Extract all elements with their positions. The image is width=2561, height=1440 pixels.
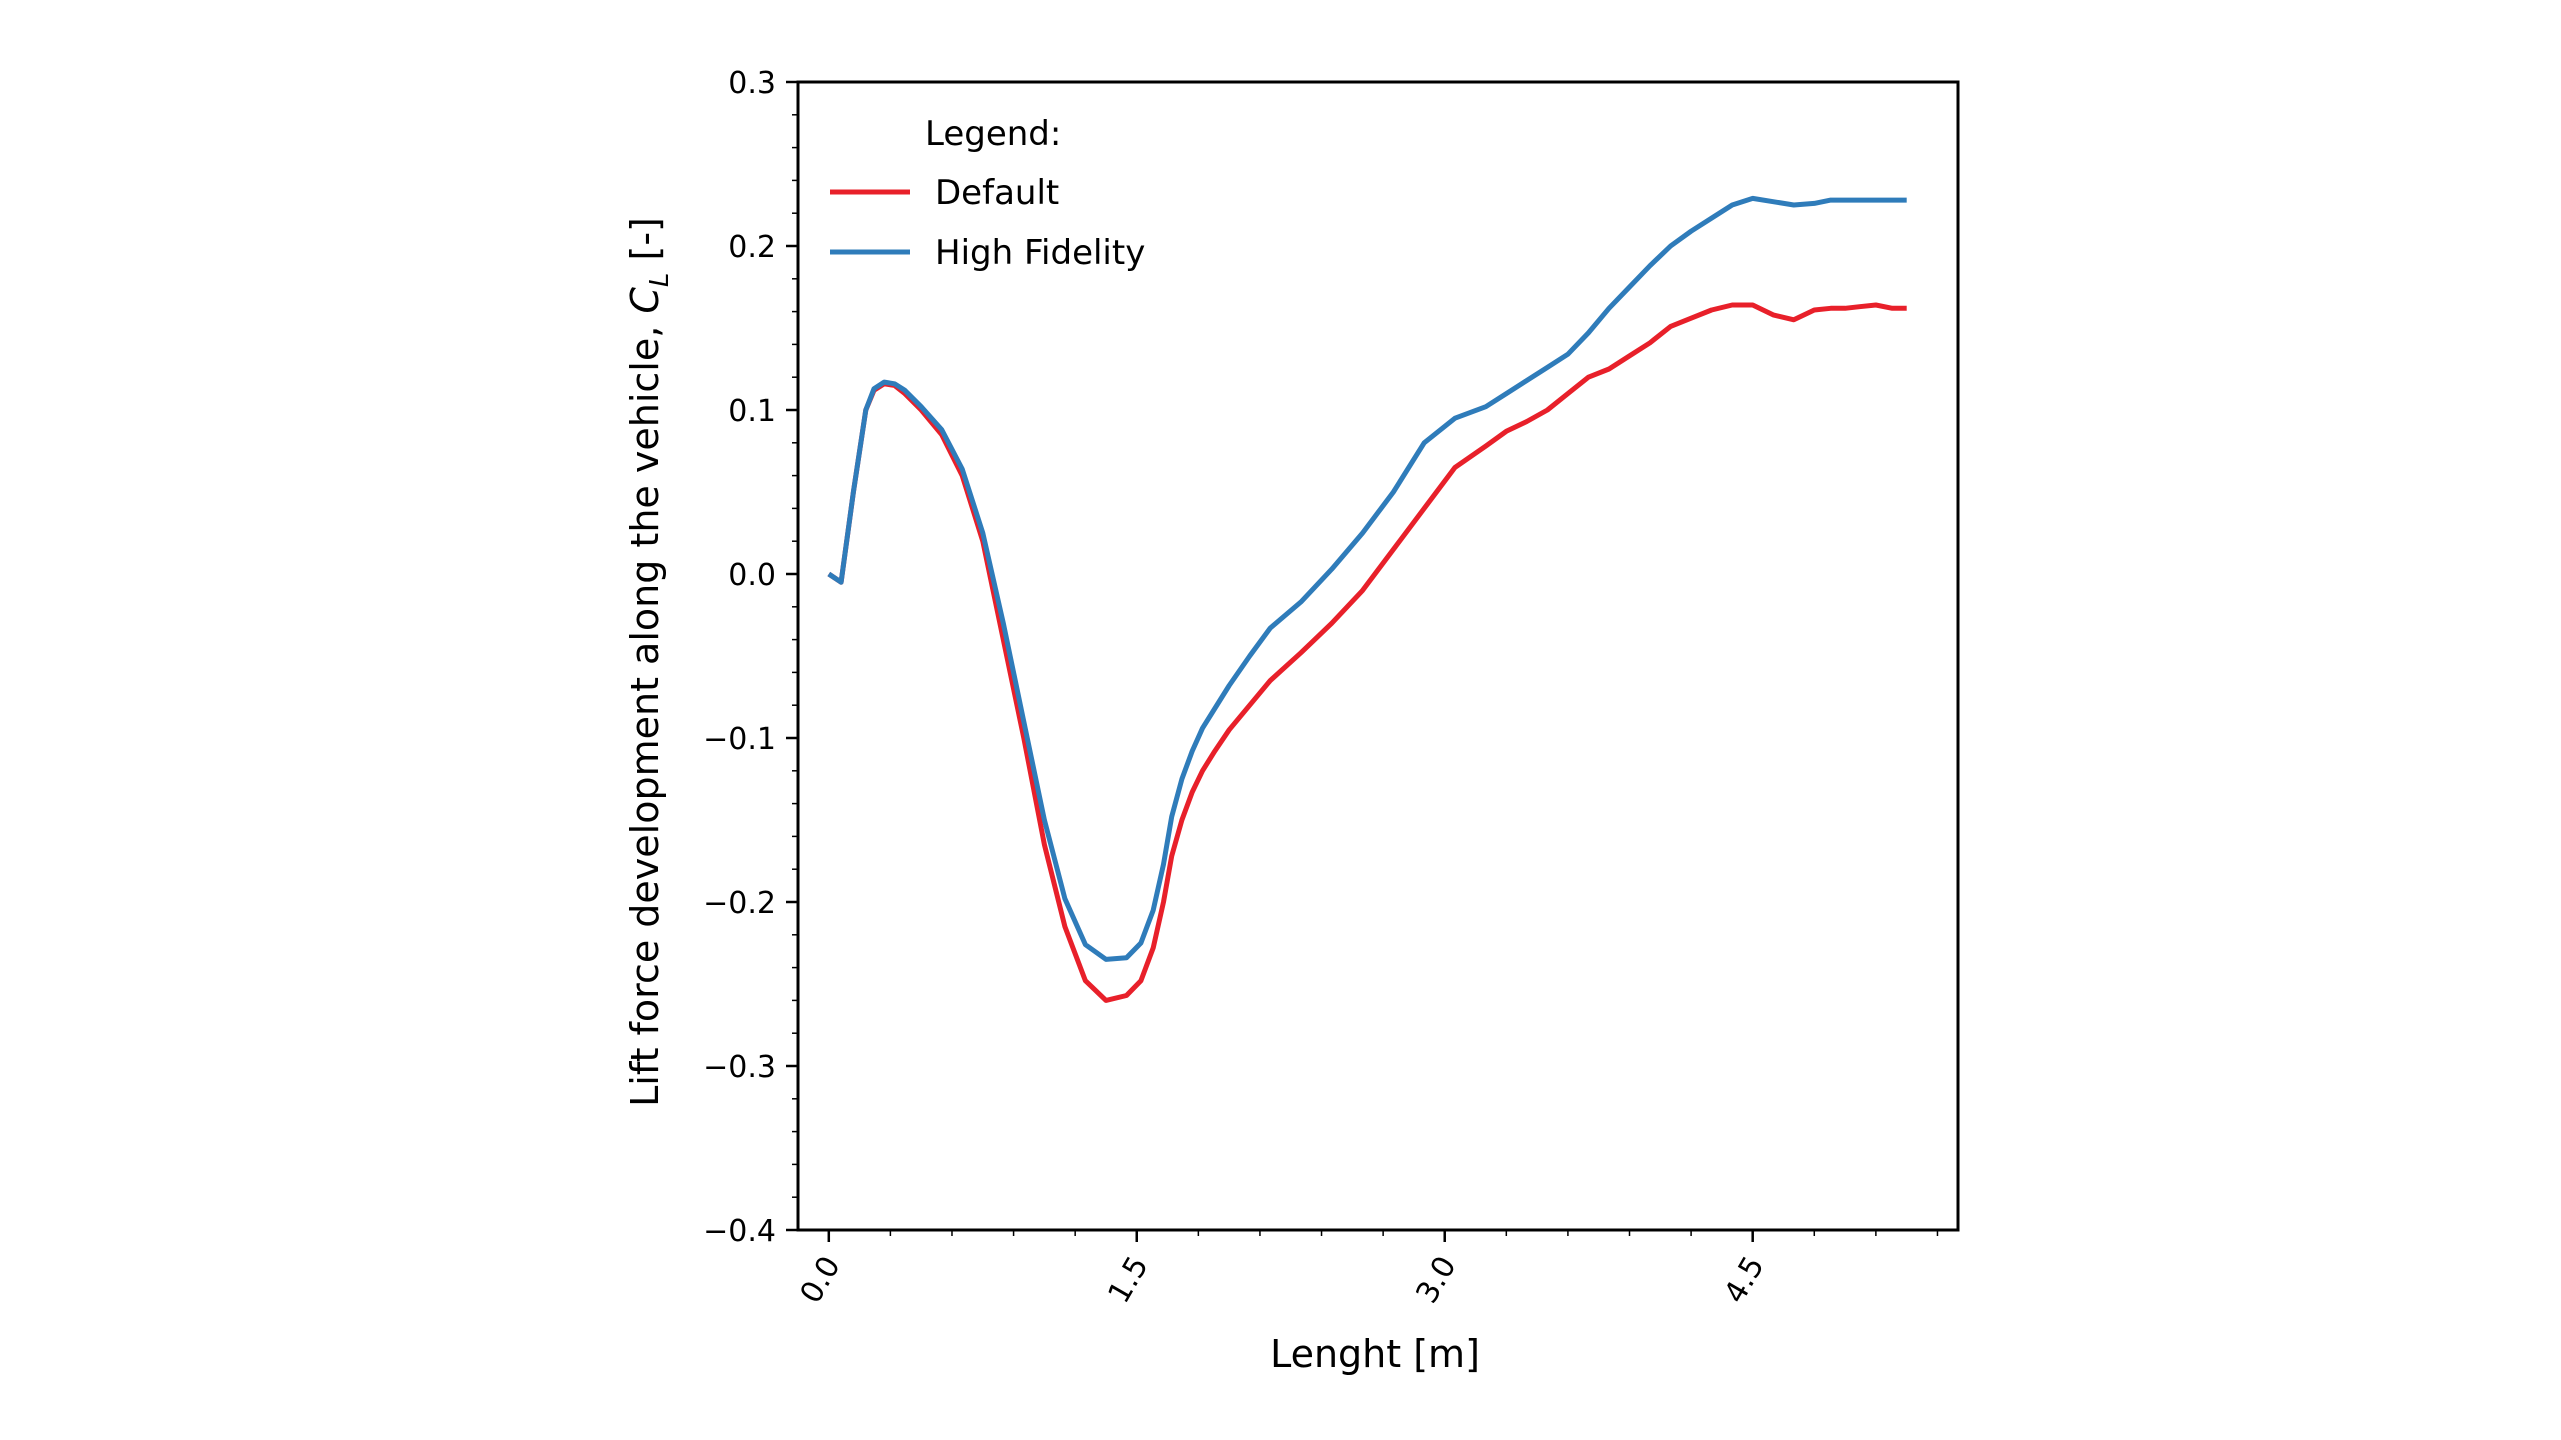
x-tick-label: 4.5 [1717, 1251, 1771, 1310]
y-axis-title-prefix: Lift force development along the vehicle… [623, 314, 667, 1107]
x-tick-label: 1.5 [1102, 1251, 1156, 1310]
x-tick-label: 0.0 [794, 1251, 848, 1310]
x-tick-label: 3.0 [1409, 1251, 1463, 1310]
y-axis-title: Lift force development along the vehicle… [623, 217, 675, 1107]
y-axis-title-subscript: L [645, 273, 675, 288]
y-axis-title-suffix: [-] [623, 217, 667, 272]
y-tick-label: 0.0 [728, 558, 776, 593]
y-tick-label: −0.2 [703, 886, 776, 921]
y-tick-label: −0.3 [703, 1050, 776, 1085]
legend-label-high-fidelity: High Fidelity [935, 233, 1145, 273]
legend-label-default: Default [935, 173, 1059, 213]
legend-title: Legend: [925, 114, 1061, 154]
y-tick-label: −0.4 [703, 1214, 776, 1249]
y-tick-label: 0.1 [728, 394, 776, 429]
y-tick-label: 0.3 [728, 66, 776, 101]
series-line-high-fidelity [827, 195, 1907, 962]
series-line-default [827, 302, 1907, 1003]
y-tick-label: 0.2 [728, 230, 776, 265]
y-tick-label: −0.1 [703, 722, 776, 757]
plot-area [827, 195, 1907, 1003]
plot-frame [796, 80, 1960, 1232]
legend: Legend: Default High Fidelity [830, 114, 1145, 273]
y-axis-title-symbol: C [623, 287, 667, 314]
x-axis-title: Lenght [m] [1270, 1332, 1480, 1376]
